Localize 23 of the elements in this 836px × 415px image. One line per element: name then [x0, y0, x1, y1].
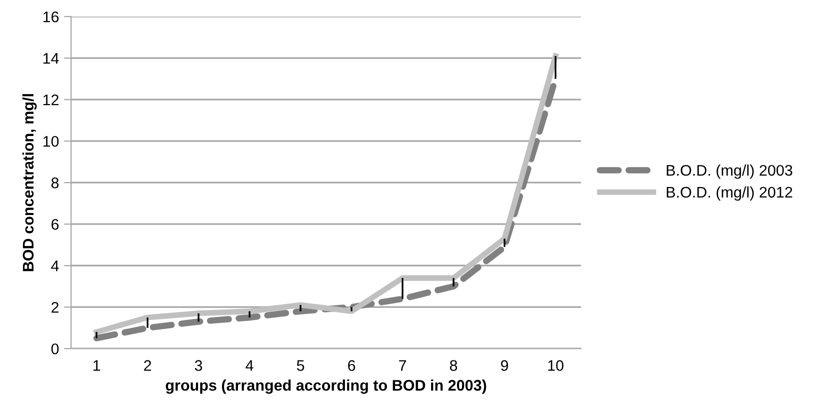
legend-label: B.O.D. (mg/l) 2003 — [666, 164, 792, 179]
y-tick-label: 6 — [52, 218, 59, 230]
x-tick-label: 9 — [500, 360, 508, 371]
y-tick-label: 4 — [51, 260, 59, 272]
x-axis-title: groups (arranged according to BOD in 2003) — [166, 380, 486, 394]
y-tick-label: 0 — [51, 343, 59, 354]
x-tick-label: 3 — [194, 360, 202, 371]
x-tick-label: 8 — [450, 360, 458, 371]
x-tick-label: 5 — [296, 360, 304, 371]
x-tick-label: 7 — [399, 360, 406, 371]
y-tick-label: 2 — [52, 302, 58, 313]
y-tick-label: 12 — [43, 94, 58, 106]
x-tick-label: 1 — [93, 360, 100, 371]
x-tick-label: 2 — [144, 360, 152, 371]
y-tick-label: 8 — [51, 177, 59, 188]
y-axis-title: BOD concentration, mg/l — [22, 94, 37, 272]
x-tick-label: 10 — [548, 360, 564, 371]
y-tick-label: 16 — [43, 11, 59, 22]
y-tick-label: 10 — [43, 136, 59, 147]
y-tick-label: 14 — [43, 53, 59, 64]
x-tick-label: 4 — [246, 360, 254, 371]
x-tick-label: 6 — [348, 360, 356, 371]
legend-label: B.O.D. (mg/l) 2012 — [666, 186, 792, 201]
